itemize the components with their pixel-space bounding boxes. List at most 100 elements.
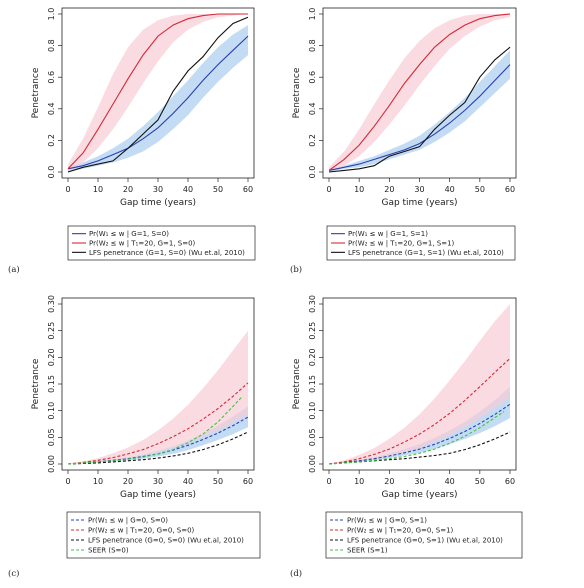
- y-tick-label: 0.0: [47, 166, 56, 179]
- series-line-2: [67, 13, 248, 170]
- legend-label-3: LFS penetrance (G=0, S=1) (Wu et.al, 201…: [347, 537, 503, 545]
- confidence-band-1: [68, 25, 248, 172]
- chart-panel-1: 0 10 20 30 40 50 60 0.0 0.2 0.4 0.6 0.8 1.0 Gap time …: [8, 7, 256, 275]
- series-line-1: [328, 403, 511, 465]
- series-line-3: [328, 46, 511, 173]
- x-tick-label: 50: [213, 185, 223, 194]
- legend: Pr(W₁ ≤ w | G=0, S=1) Pr(W₂ ≤ w | T₁=20, …: [325, 511, 523, 559]
- chart-panel-2: 0 10 20 30 40 50 60 0.0 0.2 0.4 0.6 0.8 1.0 Gap time …: [290, 7, 517, 275]
- x-tick-label: 10: [93, 185, 103, 194]
- y-tick-label: 0.00: [308, 455, 317, 473]
- y-tick-label: 0.0: [308, 166, 317, 179]
- legend-label-1: Pr(W₁ ≤ w | G=1, S=1): [348, 230, 428, 238]
- y-tick-label: 0.2: [47, 134, 56, 147]
- y-tick-label: 1.0: [308, 8, 317, 21]
- x-tick-label: 20: [123, 185, 133, 194]
- legend-label-2: Pr(W₂ ≤ w | T₁=20, G=1, S=1): [348, 240, 455, 248]
- y-tick-label: 0.20: [47, 348, 56, 366]
- legend-box: [67, 225, 256, 261]
- x-tick-label: 0: [326, 185, 331, 194]
- x-axis-label: Gap time (years): [381, 198, 457, 208]
- x-tick-label: 20: [384, 477, 394, 486]
- x-tick-label: 40: [183, 477, 193, 486]
- x-tick-label: 10: [93, 477, 103, 486]
- legend-label-1: Pr(W₁ ≤ w | G=0, S=0): [88, 517, 168, 525]
- y-tick-label: 0.4: [47, 102, 56, 115]
- y-tick-label: 0.15: [47, 375, 56, 393]
- x-tick-label: 60: [243, 477, 253, 486]
- legend-box: [66, 511, 261, 559]
- legend: Pr(W₁ ≤ w | G=1, S=0) Pr(W₂ ≤ w | T₁=20, …: [67, 225, 256, 261]
- y-tick-label: 0.8: [47, 39, 56, 52]
- x-tick-label: 60: [243, 185, 253, 194]
- y-tick-label: 0.00: [47, 455, 56, 473]
- x-tick-label: 0: [65, 477, 70, 486]
- y-tick-label: 0.10: [308, 402, 317, 420]
- y-tick-label: 0.4: [308, 102, 317, 115]
- x-tick-label: 40: [445, 185, 455, 194]
- legend-box: [325, 511, 523, 559]
- series-line-1: [67, 35, 249, 170]
- chart-panel-4: 0 10 20 30 40 50 60 0.00 0.05 0.10 0.15 0.20 0.25 0.3…: [290, 295, 523, 579]
- x-tick-label: 50: [213, 477, 223, 486]
- series-line-2: [67, 382, 249, 465]
- y-tick-label: 1.0: [47, 8, 56, 21]
- x-tick-label: 20: [384, 185, 394, 194]
- chart-panel-3: 0 10 20 30 40 50 60 0.00 0.05 0.10 0.15 0.20 0.25 0.3…: [8, 295, 261, 579]
- x-tick-label: 20: [123, 477, 133, 486]
- panel-label: (d): [290, 568, 302, 579]
- y-axis-label: Penetrance: [292, 67, 302, 118]
- x-tick-label: 30: [414, 185, 424, 194]
- series-line-2: [328, 357, 511, 465]
- confidence-band-2: [68, 14, 248, 172]
- x-tick-label: 50: [475, 477, 485, 486]
- x-tick-label: 30: [414, 477, 424, 486]
- x-tick-label: 10: [354, 185, 364, 194]
- legend-label-3: LFS penetrance (G=1, S=0) (Wu et.al, 201…: [89, 249, 245, 257]
- x-tick-label: 30: [153, 477, 163, 486]
- y-tick-label: 0.6: [308, 71, 317, 84]
- x-tick-label: 40: [183, 185, 193, 194]
- x-axis-label: Gap time (years): [120, 490, 196, 500]
- y-tick-label: 0.20: [308, 348, 317, 366]
- x-tick-label: 10: [354, 477, 364, 486]
- x-tick-label: 0: [326, 477, 331, 486]
- y-tick-label: 0.05: [47, 428, 56, 446]
- y-tick-label: 0.30: [308, 295, 317, 313]
- x-tick-label: 0: [65, 185, 70, 194]
- x-tick-label: 40: [445, 477, 455, 486]
- series-line-1: [328, 64, 511, 171]
- y-tick-label: 0.10: [47, 402, 56, 420]
- x-axis-label: Gap time (years): [381, 490, 457, 500]
- legend-label-4: SEER (S=1): [347, 547, 388, 555]
- legend-label-3: LFS penetrance (G=1, S=1) (Wu et.al, 201…: [348, 249, 504, 257]
- y-tick-label: 0.2: [308, 134, 317, 147]
- x-tick-label: 60: [505, 477, 515, 486]
- legend-label-3: LFS penetrance (G=0, S=0) (Wu et.al, 201…: [88, 537, 244, 545]
- legend-label-2: Pr(W₂ ≤ w | T₁=20, G=0, S=0): [88, 527, 195, 535]
- series-line-4: [328, 411, 505, 465]
- legend-label-1: Pr(W₁ ≤ w | G=0, S=1): [347, 517, 427, 525]
- confidence-band-2: [329, 14, 510, 172]
- series-line-3: [67, 16, 249, 173]
- y-axis-label: Penetrance: [31, 358, 41, 409]
- y-tick-label: 0.15: [308, 375, 317, 393]
- series-line-3: [67, 431, 249, 465]
- y-tick-label: 0.25: [308, 322, 317, 340]
- confidence-band-1: [329, 50, 510, 172]
- panel-label: (b): [290, 264, 302, 275]
- legend: Pr(W₁ ≤ w | G=1, S=1) Pr(W₂ ≤ w | T₁=20, …: [326, 225, 516, 261]
- legend-label-1: Pr(W₁ ≤ w | G=1, S=0): [89, 230, 169, 238]
- y-tick-label: 0.8: [308, 39, 317, 52]
- x-tick-label: 50: [475, 185, 485, 194]
- y-tick-label: 0.05: [308, 428, 317, 446]
- x-axis-label: Gap time (years): [120, 198, 196, 208]
- panel-label: (c): [8, 568, 19, 579]
- legend-label-2: Pr(W₂ ≤ w | T₁=20, G=1, S=0): [89, 240, 196, 248]
- series-line-2: [328, 13, 511, 171]
- y-tick-label: 0.25: [47, 322, 56, 340]
- confidence-band-2: [68, 330, 248, 464]
- panel-label: (a): [8, 264, 20, 275]
- legend-box: [326, 225, 516, 261]
